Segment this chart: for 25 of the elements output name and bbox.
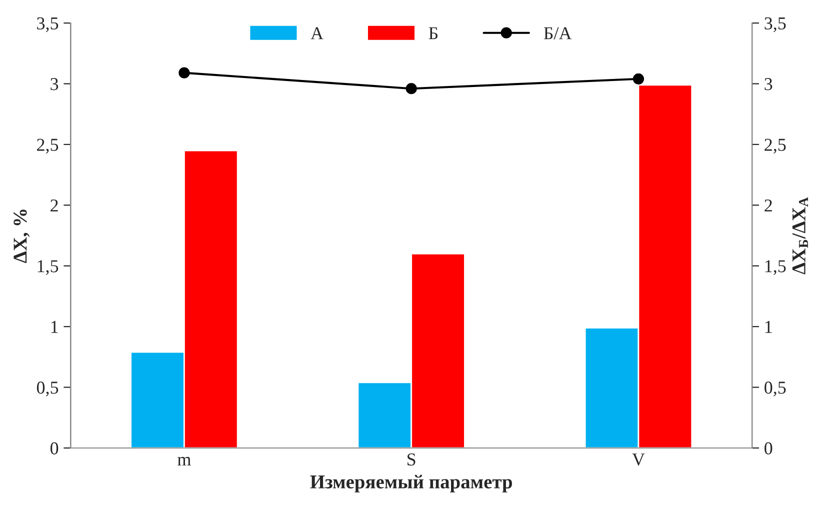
y-tick-label: 0,5 xyxy=(36,382,58,396)
x-tick-label: m xyxy=(178,456,191,466)
x-tick-label: S xyxy=(408,453,416,466)
y2-tick-label: 2 xyxy=(764,199,772,212)
y2-tick-label: 3,5 xyxy=(764,17,786,32)
legend-label: Б xyxy=(428,27,438,40)
legend-label: А xyxy=(310,27,324,40)
y2-tick-label: 2,5 xyxy=(764,138,786,154)
x-axis-title: Измеряемый параметр xyxy=(310,474,512,492)
y-tick-label: 2,5 xyxy=(37,138,58,154)
y-tick-label: 3 xyxy=(50,78,58,90)
y-axis-title: ΔX, % xyxy=(14,210,30,263)
y2-tick-label: 1,5 xyxy=(765,260,786,275)
x-tick-label: V xyxy=(632,454,645,466)
y2-tick-label: 0,5 xyxy=(764,382,786,396)
y-tick-label: 1,5 xyxy=(38,260,58,275)
y2-axis-title: ΔX$_{Б}$/ΔX$_{А}$ xyxy=(792,197,808,274)
legend-label: Б/А xyxy=(544,27,572,40)
y2-tick-label: 0 xyxy=(764,442,772,454)
y-tick-label: 0 xyxy=(50,442,58,454)
y2-tick-label: 3 xyxy=(764,78,772,90)
y-tick-label: 1 xyxy=(51,320,58,333)
y-tick-label: 3,5 xyxy=(37,17,58,32)
y-tick-label: 2 xyxy=(50,199,58,212)
y2-tick-label: 1 xyxy=(765,320,772,333)
